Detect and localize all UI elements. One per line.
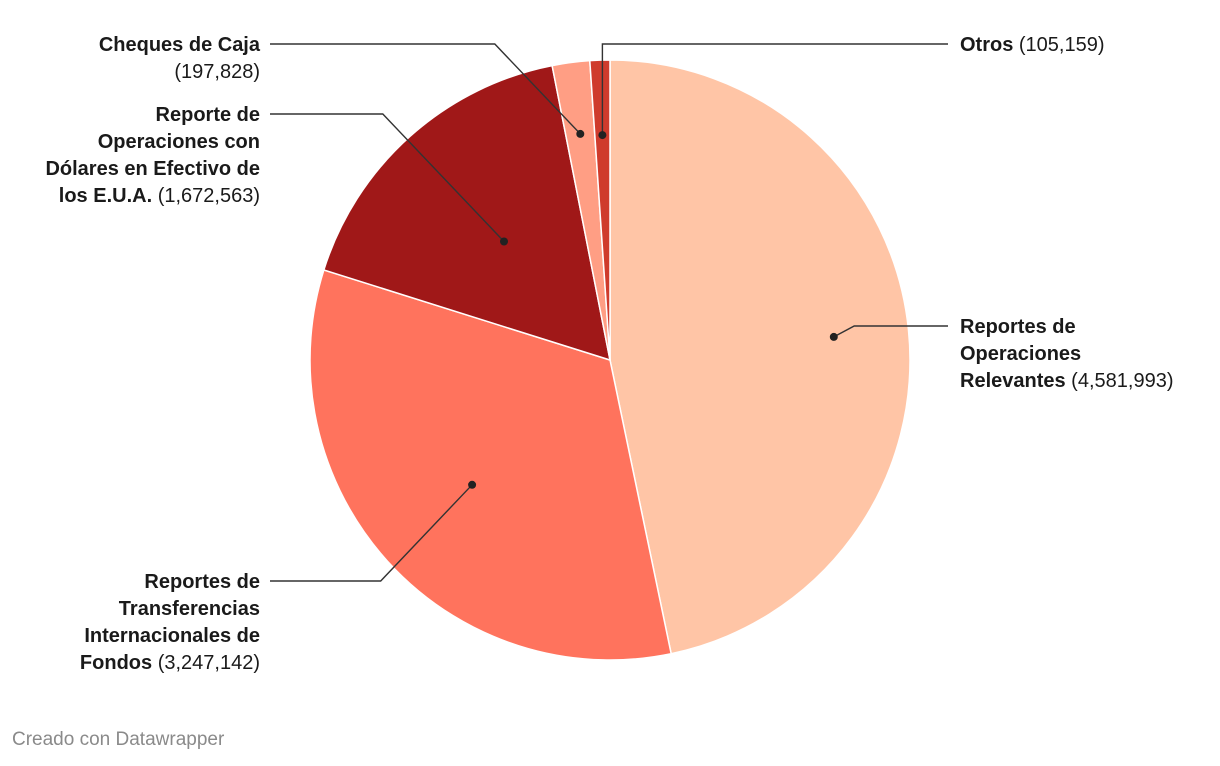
- slice-label-line: Cheques de Caja: [99, 34, 261, 56]
- leader-dot: [598, 131, 607, 140]
- slice-label-line: Internacionales de: [84, 625, 260, 647]
- pie-slice: [322, 64, 611, 362]
- slice-label-line: Reportes de: [960, 316, 1076, 338]
- slice-label-line: Otros (105,159): [960, 34, 1105, 56]
- leader-line: [601, 43, 948, 136]
- leader-line: [270, 43, 581, 135]
- slice-labels: Reportes de Operaciones Relevantes (4,581,…: [45, 34, 1173, 674]
- slice-label-line: Operaciones: [960, 343, 1081, 365]
- leader-line: [270, 484, 473, 582]
- slice-label-line: Relevantes (4,581,993): [960, 370, 1173, 392]
- leader-dot: [500, 237, 508, 246]
- leader-line: [270, 113, 505, 242]
- leader-dot: [829, 332, 838, 341]
- chart-credit: Creado con Datawrapper: [12, 729, 225, 750]
- slice-label-line: Reportes de: [144, 571, 260, 593]
- slice-label-line: Fondos (3,247,142): [80, 652, 260, 674]
- label-leader-lines: [270, 43, 948, 582]
- slice-label-line: Operaciones con: [98, 131, 260, 153]
- slice-label-line: Dólares en Efectivo de: [45, 158, 260, 180]
- pie-slice: [609, 59, 911, 655]
- slice-value-label: (197,828): [174, 61, 260, 83]
- slice-label-line: los E.U.A. (1,672,563): [59, 185, 260, 207]
- leader-line: [833, 325, 948, 338]
- leader-dot: [576, 129, 585, 138]
- pie-slice: [309, 269, 673, 661]
- leader-dot: [468, 480, 477, 489]
- slice-label-line: Reporte de: [156, 104, 260, 126]
- slice-label-line: Transferencias: [119, 598, 260, 620]
- pie-slices: [309, 59, 911, 661]
